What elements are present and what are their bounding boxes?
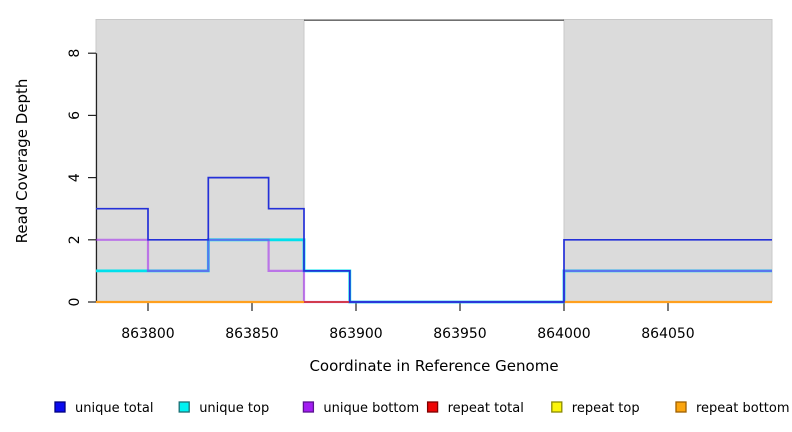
- repeat-region-rect: [563, 19, 773, 302]
- legend-swatch-unique-bottom: [302, 401, 315, 413]
- legend-label-repeat-total: repeat total: [448, 401, 524, 416]
- y-tick-label: 2: [67, 235, 83, 244]
- y-tick-label: 6: [67, 111, 83, 120]
- x-tick-label: 864050: [641, 326, 694, 342]
- legend-label-unique-bottom: unique bottom: [323, 401, 419, 416]
- y-tick-label: 0: [67, 298, 83, 307]
- legend: unique total unique top unique bottom repea…: [54, 401, 790, 416]
- y-tick-label: 4: [67, 173, 83, 182]
- x-axis-title: Coordinate in Reference Genome: [309, 357, 558, 375]
- repeat-region-shading: [95, 19, 773, 302]
- series-line-unique-total: [96, 176, 772, 303]
- legend-swatch-repeat-top: [551, 401, 563, 413]
- legend-swatch-unique-top: [178, 401, 190, 413]
- legend-label-repeat-top: repeat top: [572, 401, 640, 416]
- legend-label-repeat-bottom: repeat bottom: [696, 401, 790, 416]
- x-tick-label: 863800: [121, 326, 174, 342]
- repeat-region-rect: [95, 19, 305, 302]
- x-tick-label: 863900: [329, 326, 382, 342]
- legend-label-unique-total: unique total: [75, 401, 153, 416]
- x-tick-label: 863950: [433, 326, 486, 342]
- x-tick-label: 863850: [225, 326, 278, 342]
- y-tick-label: 8: [67, 49, 83, 58]
- axes: 0 2 4 6 8 863800 863850 863900 863950 864000 86405…: [67, 49, 695, 342]
- y-axis-title: Read Coverage Depth: [13, 79, 31, 244]
- legend-label-unique-top: unique top: [199, 401, 269, 416]
- legend-swatch-unique-total: [54, 401, 66, 413]
- legend-swatch-repeat-total: [426, 401, 439, 413]
- x-tick-label: 864000: [537, 326, 590, 342]
- series-lines: [96, 176, 772, 304]
- legend-swatch-repeat-bottom: [675, 401, 687, 413]
